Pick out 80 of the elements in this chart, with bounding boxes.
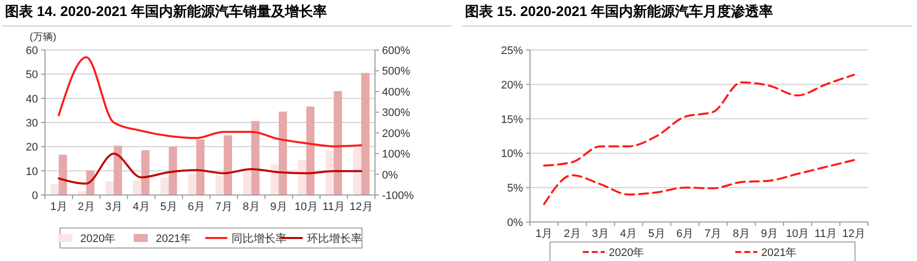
bar [196, 139, 204, 195]
y2-tick-label: 0% [382, 169, 398, 182]
y-axis-title: (万辆) [30, 31, 56, 43]
bar [114, 146, 122, 195]
legend-label: 2021年 [761, 247, 797, 259]
legend-label: 2021年 [156, 233, 192, 245]
bar [298, 160, 306, 195]
bar [50, 184, 59, 195]
x-tick-label: 10月 [786, 228, 810, 240]
x-tick-label: 4月 [132, 201, 150, 213]
bar [326, 150, 334, 195]
y-tick-label: 20% [500, 79, 524, 92]
bar [58, 154, 67, 195]
x-tick-label: 7月 [215, 201, 232, 213]
x-tick-label: 8月 [732, 228, 750, 240]
bar [106, 181, 114, 195]
y2-tick-label: 400% [382, 86, 410, 98]
chart-title: 图表 14. 2020-2021 年国内新能源汽车销量及增长率 [5, 3, 328, 19]
x-tick-label: 11月 [814, 228, 837, 240]
line-series [58, 152, 362, 185]
x-tick-label: 7月 [704, 228, 722, 240]
x-tick-label: 8月 [242, 201, 260, 213]
y-tick-label: 10 [26, 166, 38, 178]
y-tick-label: 40 [26, 93, 38, 106]
bar [78, 191, 86, 195]
y2-tick-label: 200% [382, 128, 410, 140]
x-tick-label: 12月 [842, 228, 866, 240]
y-tick-label: 0 [32, 190, 38, 202]
x-tick-label: 9月 [270, 201, 288, 213]
bar [306, 106, 314, 195]
bar [168, 146, 177, 195]
bar [353, 146, 362, 195]
legend-label: 2020年 [608, 247, 644, 259]
legend-label: 2020年 [80, 233, 116, 245]
bar [334, 91, 342, 195]
x-tick-label: 9月 [760, 228, 778, 240]
x-tick-label: 3月 [592, 228, 609, 240]
bar [133, 180, 142, 195]
bar [361, 72, 370, 195]
y2-tick-label: 500% [382, 66, 410, 78]
line-series [58, 56, 362, 148]
bar [188, 174, 196, 195]
bar [243, 168, 252, 195]
x-tick-label: 3月 [105, 201, 122, 213]
y2-tick-label: -100% [382, 190, 414, 202]
bar [224, 135, 232, 195]
x-tick-label: 1月 [50, 201, 68, 213]
y-tick-label: 0% [507, 217, 524, 229]
x-tick-label: 6月 [188, 201, 205, 213]
x-tick-label: 6月 [676, 228, 694, 240]
x-tick-label: 10月 [294, 201, 318, 213]
bar [160, 177, 169, 195]
bar [278, 112, 287, 195]
y-tick-label: 50 [26, 69, 38, 82]
y-tick-label: 60 [26, 45, 38, 57]
line-series [543, 74, 855, 167]
x-tick-label: 12月 [350, 201, 373, 213]
bar [141, 150, 150, 195]
x-tick-label: 5月 [648, 228, 666, 240]
x-tick-label: 11月 [322, 201, 345, 213]
y-tick-label: 5% [507, 182, 524, 195]
x-tick-label: 2月 [78, 201, 95, 213]
chart-title: 图表 15. 2020-2021 年国内新能源汽车月度渗透率 [465, 3, 774, 19]
y-tick-label: 10% [500, 148, 524, 160]
legend-label: 环比增长率 [306, 232, 362, 245]
x-tick-label: 2月 [564, 228, 581, 240]
y-tick-label: 20 [26, 142, 38, 154]
bar [216, 175, 224, 195]
x-tick-label: 4月 [620, 228, 638, 240]
y-tick-label: 30 [26, 118, 38, 130]
y2-tick-label: 300% [382, 107, 410, 120]
y-tick-label: 25% [500, 45, 524, 57]
x-tick-label: 5月 [160, 201, 178, 213]
y-tick-label: 15% [500, 114, 524, 126]
bar [270, 164, 279, 195]
line-series [543, 159, 855, 206]
y2-tick-label: 100% [382, 148, 410, 161]
bar [251, 121, 260, 195]
x-tick-label: 1月 [536, 228, 553, 240]
y2-tick-label: 600% [382, 45, 410, 57]
